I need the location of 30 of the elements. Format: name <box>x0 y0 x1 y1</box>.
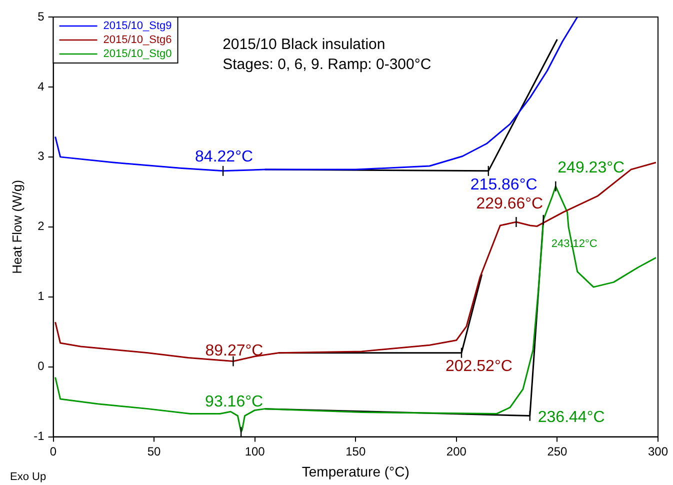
annotation: 236.44°C <box>538 409 605 426</box>
annotation: 202.52°C <box>446 358 512 376</box>
y-tick-label: 0 <box>38 359 45 374</box>
y-tick-label: 4 <box>38 79 45 94</box>
annotation: 249.23°C <box>558 160 625 177</box>
annotation: 229.66°C <box>476 195 544 212</box>
x-tick-label: 0 <box>50 444 57 458</box>
legend-label: 2015/10_Stg0 <box>103 48 172 60</box>
y-axis-title: Heat Flow (W/g) <box>9 180 24 274</box>
y-tick-label: 3 <box>38 149 45 164</box>
x-axis-title: Temperature (°C) <box>302 463 410 480</box>
legend-label: 2015/10_Stg6 <box>103 34 172 46</box>
text: Stages: 0, 6, 9. Ramp: 0-300°C <box>222 56 432 73</box>
legend-label: 2015/10_Stg9 <box>103 20 172 32</box>
y-tick-label: -1 <box>34 429 45 444</box>
y-tick-label: 1 <box>38 289 45 304</box>
x-tick-label: 200 <box>446 444 467 458</box>
x-tick-label: 150 <box>346 444 366 458</box>
x-tick-label: 100 <box>244 444 266 458</box>
annotation: 93.16°C <box>205 393 264 410</box>
annotation: 215.86°C <box>470 176 538 194</box>
x-tick-label: 250 <box>547 444 568 458</box>
annotation: 89.27°C <box>205 342 264 360</box>
x-tick-label: 50 <box>147 444 162 458</box>
annotation: 84.22°C <box>195 148 254 166</box>
text: Exo Up <box>10 471 46 484</box>
text: 2015/10 Black insulation <box>222 36 386 53</box>
y-tick-label: 2 <box>38 219 45 234</box>
x-tick-label: 300 <box>648 444 668 458</box>
y-tick-label: 5 <box>38 9 45 24</box>
